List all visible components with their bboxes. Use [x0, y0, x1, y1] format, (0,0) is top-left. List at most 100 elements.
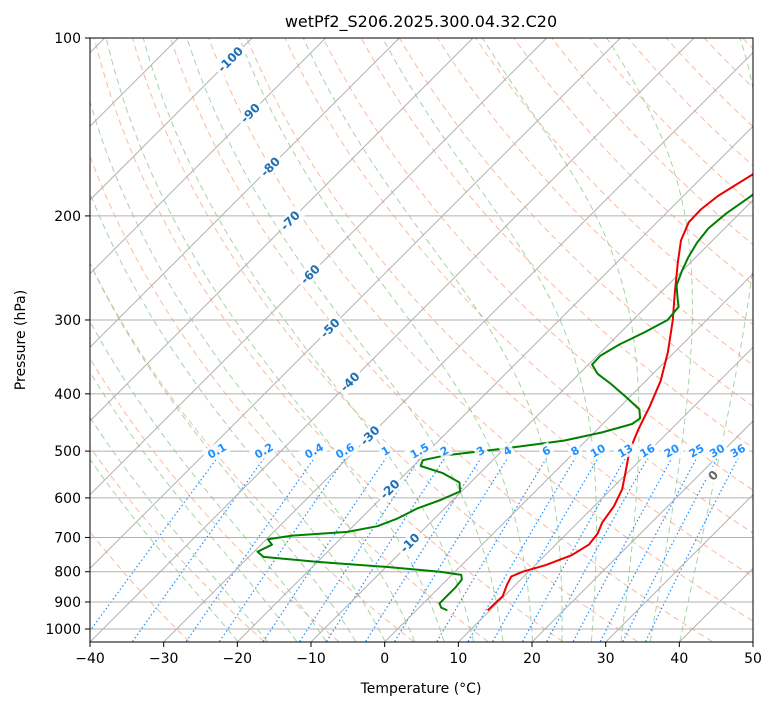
isotherm-label-bg — [235, 98, 266, 129]
moist-adiabat-line — [382, 38, 597, 642]
mixing-ratio-label-bg — [435, 441, 453, 460]
mixing-ratio-label-bg — [201, 437, 233, 464]
grid-lines — [90, 38, 753, 642]
dry-adiabat-line — [475, 38, 753, 326]
mixing-ratio-label-bg — [566, 441, 584, 460]
y-tick-label: 800 — [54, 565, 81, 581]
y-tick-label: 900 — [54, 595, 81, 611]
y-tick-label: 100 — [54, 31, 81, 47]
mixing-ratio-label-group: 6 — [537, 441, 555, 460]
isotherm-gridline — [90, 38, 253, 201]
isotherm-label-bg — [255, 152, 286, 182]
mixing-ratio-label-bg — [403, 437, 436, 464]
dry-adiabat-line — [93, 38, 564, 642]
isotherm-label-bg — [295, 259, 326, 290]
dry-adiabat-line — [131, 38, 638, 642]
mixing-ratio-line — [572, 450, 677, 642]
mixing-ratio-label-group: 2 — [435, 441, 453, 460]
moist-adiabat-line — [679, 38, 753, 642]
warm-isotherm-label: 10 — [750, 506, 772, 528]
moist-adiabat-line — [90, 371, 298, 642]
isotherm-label-bg — [335, 367, 365, 397]
mixing-ratio-line — [394, 450, 513, 642]
mixing-ratio-label-bg — [659, 439, 684, 462]
temperature-profile-line — [487, 173, 753, 612]
isotherm-gridline — [236, 125, 753, 642]
dry-adiabat-line — [513, 38, 753, 286]
mixing-ratio-label-bg — [376, 441, 395, 460]
isotherm-gridline — [90, 38, 548, 496]
mixing-ratio-label-group: 4 — [498, 441, 516, 460]
isotherm-gridline — [90, 38, 327, 275]
dry-adiabat-line — [208, 38, 753, 622]
x-tick-label: 20 — [523, 651, 541, 667]
mixing-ratio-label-bg — [248, 437, 280, 464]
isotherm-gridline — [90, 38, 695, 642]
mixing-ratio-label-bg — [498, 441, 516, 460]
mixing-ratio-label-bg — [471, 441, 490, 460]
isotherm-label-group: -30 — [355, 420, 385, 451]
sounding-profiles — [256, 173, 753, 612]
dry-adiabat-line — [322, 38, 753, 491]
isotherm-label-bg — [212, 41, 249, 78]
dry-adiabat-line — [436, 38, 753, 366]
warm-isotherm-label-bg — [704, 466, 723, 485]
isotherm-label-bg — [375, 474, 405, 505]
mixing-ratio-line — [218, 450, 351, 642]
moist-adiabat-line — [105, 38, 445, 642]
mixing-ratio-label-bg — [329, 437, 361, 464]
moist-adiabat-line — [90, 416, 268, 642]
mixing-ratio-line — [326, 450, 450, 642]
mixing-ratio-line — [262, 450, 392, 642]
isotherm-gridline — [604, 493, 753, 642]
moist-adiabat-line — [142, 38, 474, 642]
plot-frame — [89, 37, 754, 643]
mixing-ratio-line — [185, 450, 320, 642]
mixing-ratio-line — [622, 450, 722, 642]
warm-isotherm-label-group: 0 — [704, 466, 723, 485]
mixing-ratio-line — [546, 450, 653, 642]
mixing-ratio-label-bg — [684, 439, 709, 462]
x-tick-label: 10 — [449, 651, 467, 667]
mixing-ratio-label-bg — [612, 439, 638, 462]
x-tick-label: 30 — [597, 651, 615, 667]
y-axis-title: Pressure (hPa) — [13, 290, 29, 390]
x-tick-label: 40 — [670, 651, 688, 667]
y-tick-label: 1000 — [45, 622, 81, 638]
moist-adiabat-line — [481, 38, 640, 642]
mixing-ratio-label-bg — [585, 439, 610, 462]
isotherm-label-bg — [395, 528, 425, 558]
y-tick-label: 700 — [54, 530, 81, 546]
moist-adiabat-line — [90, 320, 327, 642]
isotherm-label-bg — [275, 205, 306, 236]
dry-adiabat-line — [90, 446, 265, 642]
x-axis-title: Temperature (°C) — [360, 681, 482, 697]
x-tick-label: 0 — [380, 651, 389, 667]
moist-adiabats — [90, 38, 753, 642]
x-tick-label: −30 — [149, 651, 179, 667]
plot-area: -100-90-80-70-60-50-40-30-20-100.1 0.2 0.4… — [90, 38, 772, 642]
dry-adiabat-line — [90, 357, 340, 642]
y-tick-label: 200 — [54, 209, 81, 225]
mixing-ratio-label-bg — [704, 439, 730, 462]
mixing-ratio-line — [522, 450, 631, 642]
moist-adiabat-line — [238, 38, 533, 642]
warm-isotherm-label-group: 10 — [748, 504, 772, 529]
moist-adiabat-line — [90, 262, 357, 642]
isotherm-gridline — [162, 51, 753, 642]
y-tick-label: 500 — [54, 444, 81, 460]
y-tick-label: 400 — [54, 387, 81, 403]
moist-adiabat-line — [90, 458, 239, 642]
mixing-ratio-label-group: 3 — [471, 441, 490, 460]
y-tick-label: 300 — [54, 313, 81, 329]
x-tick-label: −20 — [223, 651, 253, 667]
x-tick-label: −40 — [75, 651, 105, 667]
mixing-ratio-label-group: 8 — [566, 441, 584, 460]
isotherm-gridline — [383, 272, 753, 642]
isotherm-gridline — [457, 346, 753, 642]
mixing-ratio-line — [645, 450, 743, 642]
mixing-ratio-label-bg — [298, 437, 330, 464]
isotherm-label-bg — [355, 420, 385, 451]
mixing-ratio-label-bg — [725, 439, 750, 462]
